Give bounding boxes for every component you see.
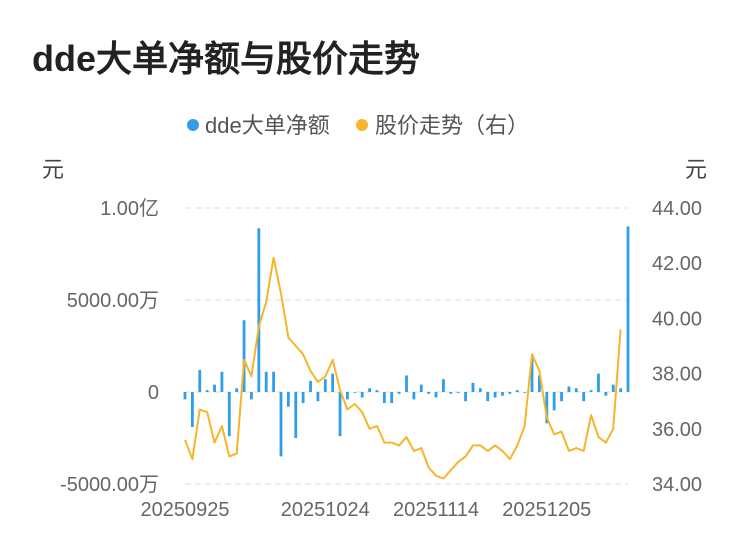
bar — [272, 371, 275, 392]
right-axis-ticks: 44.00 42.00 40.00 38.00 36.00 34.00 — [652, 198, 702, 496]
line-series — [184, 256, 622, 480]
bar — [412, 392, 416, 400]
legend[interactable]: dde大单净额 股价走势（右） — [187, 113, 529, 138]
bar — [589, 390, 593, 392]
right-tick-label: 40.00 — [652, 308, 702, 330]
bar — [190, 392, 194, 427]
bar — [294, 392, 298, 438]
bar — [501, 392, 504, 396]
bar — [456, 392, 460, 393]
chart-title: dde大单净额与股价走势 — [32, 38, 421, 79]
bar — [286, 392, 290, 407]
bar — [434, 392, 438, 398]
bar — [523, 392, 527, 393]
left-tick-label: -5000.00万 — [60, 474, 159, 496]
bar — [338, 392, 342, 437]
bar — [478, 388, 482, 392]
bar — [220, 371, 224, 392]
bar — [382, 392, 386, 404]
bar — [264, 371, 268, 392]
bar — [619, 388, 623, 392]
bar — [227, 392, 231, 437]
x-tick-label: 20251024 — [281, 499, 370, 521]
left-tick-label: 1.00亿 — [100, 197, 159, 220]
bar — [442, 379, 445, 392]
bar — [545, 392, 549, 424]
bar — [515, 390, 519, 392]
bar — [375, 390, 379, 392]
bar — [574, 388, 578, 392]
bar — [235, 388, 239, 392]
bar — [397, 392, 401, 394]
bar — [449, 392, 453, 394]
bar — [597, 373, 600, 392]
bar — [552, 392, 556, 411]
bar — [198, 369, 202, 392]
bar-series — [183, 226, 630, 457]
left-axis-unit: 元 — [42, 157, 64, 182]
bar — [493, 392, 497, 398]
bar — [419, 384, 423, 392]
bar — [242, 320, 246, 392]
bar — [323, 379, 327, 392]
bar — [279, 392, 283, 457]
left-tick-label: 5000.00万 — [67, 290, 159, 312]
x-tick-label: 20250925 — [141, 499, 230, 521]
x-tick-label: 20251114 — [393, 499, 479, 521]
bar — [530, 358, 534, 392]
right-tick-label: 36.00 — [652, 419, 702, 441]
bar — [205, 390, 209, 392]
x-axis-ticks: 20250925 20251024 20251114 20251205 — [141, 499, 592, 521]
bar — [309, 380, 312, 392]
right-tick-label: 42.00 — [652, 253, 702, 275]
legend-marker — [356, 119, 368, 131]
left-axis-ticks: 1.00亿 5000.00万 0 -5000.00万 — [60, 197, 159, 496]
bar — [508, 392, 512, 394]
bar — [213, 384, 216, 392]
bar — [427, 392, 431, 394]
bar — [604, 392, 608, 396]
bar — [360, 392, 364, 398]
bar — [582, 392, 586, 402]
bar — [183, 392, 187, 400]
axis-units: 元元 — [42, 157, 707, 182]
bar — [567, 386, 571, 392]
x-tick-label: 20251205 — [502, 499, 591, 521]
right-axis-unit: 元 — [685, 157, 707, 182]
legend-label: dde大单净额 — [205, 113, 330, 138]
bar — [257, 228, 261, 392]
bar — [316, 392, 320, 402]
bar — [538, 375, 541, 392]
bar — [301, 392, 305, 404]
bar — [464, 392, 467, 402]
bar — [405, 375, 408, 392]
gridlines — [185, 207, 628, 485]
bar — [611, 384, 615, 392]
legend-marker — [187, 119, 199, 131]
legend-label: 股价走势（右） — [375, 113, 529, 138]
left-tick-label: 0 — [148, 382, 159, 404]
right-tick-label: 44.00 — [652, 198, 702, 220]
bar — [331, 373, 335, 392]
right-tick-label: 38.00 — [652, 364, 702, 386]
bar — [471, 382, 475, 392]
bar — [346, 392, 349, 400]
bar — [390, 392, 394, 404]
bar — [626, 226, 630, 392]
right-tick-label: 34.00 — [652, 474, 702, 496]
bar — [486, 392, 490, 402]
bar — [368, 388, 371, 392]
bar — [250, 392, 253, 400]
bar — [560, 392, 563, 402]
bar — [353, 392, 357, 393]
price-line — [184, 256, 622, 480]
